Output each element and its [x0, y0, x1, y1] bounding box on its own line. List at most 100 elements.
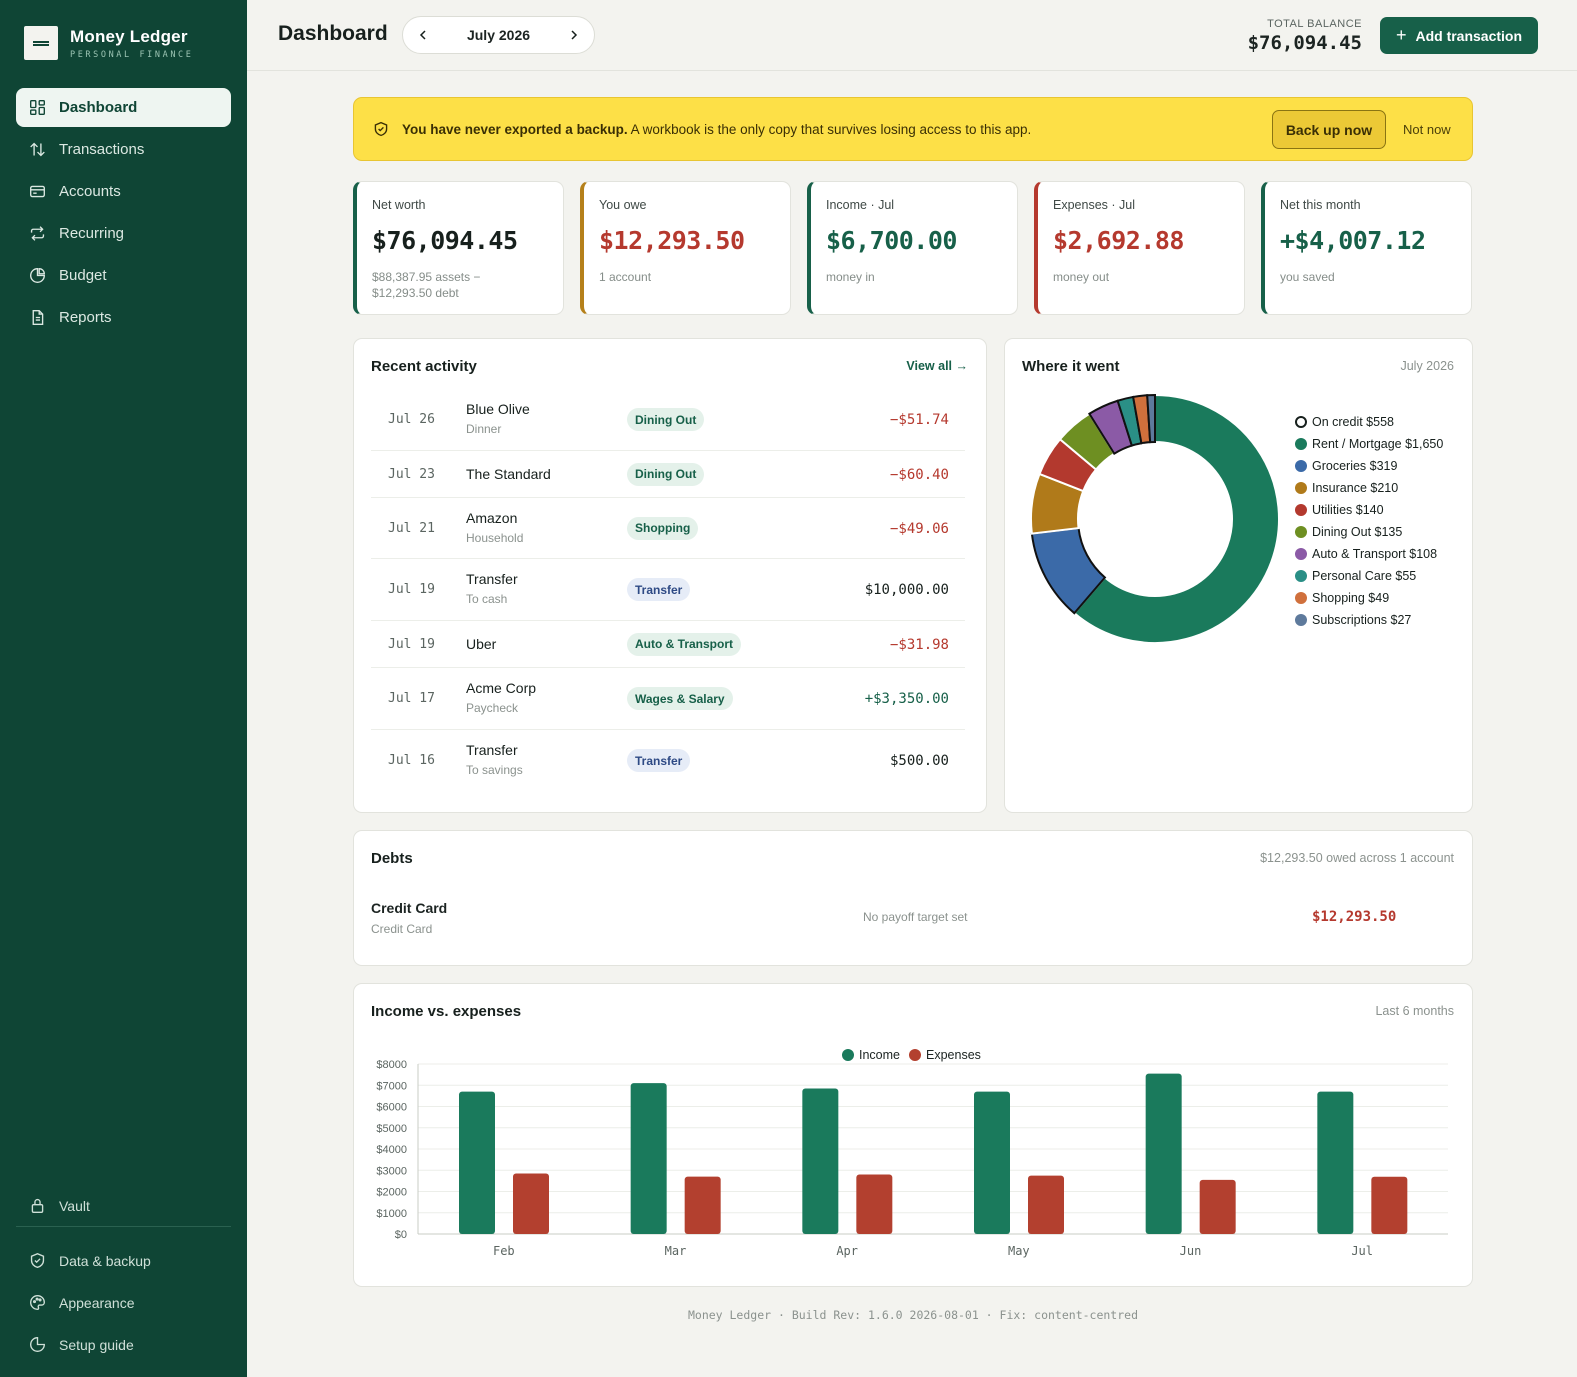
current-month: July 2026 [466, 27, 531, 43]
vault-nav: Vault [16, 1186, 231, 1228]
sidebar-item-data-backup[interactable]: Data & backup [16, 1241, 231, 1280]
income-bar[interactable] [974, 1091, 1010, 1234]
chevron-left-icon[interactable] [417, 29, 429, 41]
income-bar[interactable] [802, 1088, 839, 1234]
sidebar-item-recurring[interactable]: Recurring [16, 214, 231, 253]
sidebar-item-dashboard[interactable]: Dashboard [16, 88, 231, 127]
expenses-bar[interactable] [513, 1173, 549, 1234]
sidebar-item-label: Appearance [59, 1294, 135, 1311]
transaction-row[interactable]: Jul 17 Acme Corp Paycheck Wages & Salary +$3… [371, 668, 965, 730]
category-tag[interactable]: Transfer [627, 578, 691, 601]
card-icon [29, 183, 46, 200]
income-chart-title: Income vs. expenses [371, 1003, 522, 1020]
transaction-amount: −$51.74 [889, 412, 949, 428]
transaction-payee: The Standard [466, 465, 551, 482]
income-bar[interactable] [459, 1091, 495, 1234]
sidebar-item-reports[interactable]: Reports [16, 298, 231, 337]
donut-slice[interactable] [1146, 393, 1156, 444]
legend-item: Utilities $140 [1295, 499, 1443, 521]
legend-label: Dining Out $135 [1312, 525, 1403, 539]
color-dot-icon [1295, 460, 1307, 472]
category-tag[interactable]: Shopping [627, 516, 699, 540]
sidebar-item-transactions[interactable]: Transactions [16, 130, 231, 169]
transaction-note: Paycheck [466, 701, 519, 715]
stat-label: Net worth [372, 198, 426, 212]
debts-title: Debts [371, 850, 413, 867]
shield-check-icon [373, 121, 389, 137]
lock-icon [29, 1197, 46, 1214]
income-expenses-bar-chart: $0 $1000 $2000 $3000 $4000 $5000 $6000 $7000 $80… [376, 1059, 1448, 1258]
x-tick-label: Feb [493, 1244, 515, 1258]
spending-donut-chart [1030, 393, 1280, 644]
transaction-row[interactable]: Jul 23 The Standard Dining Out −$60.40 [371, 451, 965, 498]
sidebar-item-budget[interactable]: Budget [16, 256, 231, 295]
stat-subtext: 1 account [599, 270, 652, 284]
transaction-row[interactable]: Jul 21 Amazon Household Shopping −$49.06 [371, 498, 965, 559]
expenses-bar[interactable] [684, 1176, 721, 1234]
shield-icon [29, 1252, 46, 1269]
color-dot-icon [1295, 548, 1307, 560]
add-transaction-button[interactable]: + Add transaction [1380, 17, 1538, 54]
where-it-went-period: July 2026 [1400, 359, 1454, 373]
income-vs-expenses-panel: Income vs. expenses Last 6 months Income… [353, 983, 1473, 1287]
sidebar-item-vault[interactable]: Vault [16, 1186, 231, 1225]
color-dot-icon [1295, 614, 1307, 626]
debt-account-name[interactable]: Credit Card [371, 900, 448, 916]
outline-dot-icon [1295, 416, 1307, 428]
color-dot-icon [1295, 526, 1307, 538]
stat-subtext: $88,387.95 assets − $12,293.50 debt [372, 270, 481, 300]
stat-subtext: money in [826, 270, 875, 284]
stat-card: Net worth $76,094.45 $88,387.95 assets − $… [353, 181, 564, 315]
transaction-row[interactable]: Jul 26 Blue Olive Dinner Dining Out −$51.74 [371, 389, 965, 451]
legend-label: Rent / Mortgage $1,650 [1312, 437, 1444, 451]
back-up-now-button[interactable]: Back up now [1272, 110, 1386, 149]
income-chart-period: Last 6 months [1375, 1004, 1454, 1018]
sidebar-item-label: Setup guide [59, 1336, 134, 1353]
category-tag[interactable]: Dining Out [627, 462, 705, 486]
category-tag[interactable]: Auto & Transport [627, 632, 741, 656]
category-tag[interactable]: Dining Out [627, 408, 705, 431]
banner-message: You have never exported a backup. A work… [402, 122, 1031, 137]
transaction-date: Jul 23 [388, 466, 435, 482]
x-tick-label: May [1008, 1244, 1030, 1258]
not-now-button[interactable]: Not now [1403, 122, 1451, 137]
y-tick-label: $3000 [376, 1165, 407, 1177]
income-bar[interactable] [630, 1083, 667, 1234]
chevron-right-icon[interactable] [568, 29, 580, 41]
transaction-row[interactable]: Jul 16 Transfer To savings Transfer $500.00 [371, 730, 965, 792]
x-tick-label: Mar [665, 1244, 687, 1258]
legend-label: Shopping $49 [1312, 591, 1390, 605]
sidebar-item-accounts[interactable]: Accounts [16, 172, 231, 211]
document-icon [29, 309, 46, 326]
stat-value: $2,692.88 [1053, 226, 1184, 255]
category-tag[interactable]: Wages & Salary [627, 687, 733, 710]
income-bar[interactable] [1317, 1091, 1354, 1234]
transaction-payee: Transfer [466, 742, 518, 758]
stat-value: $6,700.00 [826, 226, 957, 255]
color-dot-icon [1295, 438, 1307, 450]
category-tag[interactable]: Transfer [627, 749, 691, 772]
expenses-bar[interactable] [1028, 1175, 1064, 1234]
stat-card: Income · Jul $6,700.00 money in [807, 181, 1018, 315]
expenses-bar[interactable] [856, 1174, 893, 1235]
sidebar-item-label: Recurring [59, 225, 125, 242]
legend-item: Groceries $319 [1295, 455, 1443, 477]
legend-income-label: Income [859, 1048, 900, 1062]
transaction-date: Jul 19 [388, 636, 435, 652]
arrows-updown-icon [29, 141, 46, 158]
legend-label: Subscriptions $27 [1312, 613, 1412, 627]
banner-detail: A workbook is the only copy that survive… [627, 121, 1032, 137]
sidebar-item-setup-guide[interactable]: Setup guide [16, 1325, 231, 1364]
expenses-bar[interactable] [1199, 1179, 1236, 1234]
transaction-row[interactable]: Jul 19 Uber Auto & Transport −$31.98 [371, 621, 965, 668]
expenses-bar[interactable] [1371, 1176, 1408, 1234]
sidebar-item-appearance[interactable]: Appearance [16, 1283, 231, 1322]
income-bar[interactable] [1145, 1073, 1182, 1234]
donut-slice[interactable] [1072, 393, 1280, 644]
view-all-link[interactable]: View all → [906, 359, 968, 373]
stat-label: You owe [599, 198, 647, 212]
transaction-row[interactable]: Jul 19 Transfer To cash Transfer $10,000.00 [371, 559, 965, 621]
debts-summary: $12,293.50 owed across 1 account [1260, 851, 1454, 865]
sidebar-item-label: Reports [59, 309, 112, 326]
total-balance-label: TOTAL BALANCE [1267, 18, 1362, 30]
